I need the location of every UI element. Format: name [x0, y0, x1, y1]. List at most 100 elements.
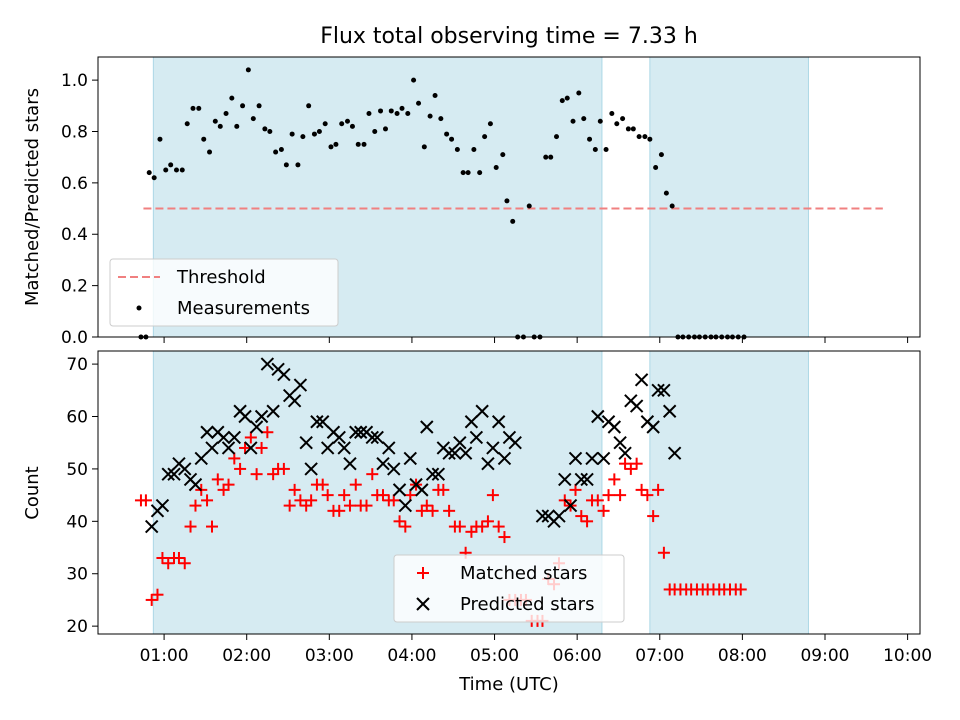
y-tick-label: 70 — [66, 355, 88, 375]
x-tick-label: 03:00 — [305, 646, 354, 666]
predicted-star-point — [481, 456, 495, 471]
matched-star-point — [145, 593, 158, 606]
predicted-star-point — [415, 483, 429, 497]
predicted-star-point — [155, 498, 170, 513]
measurement-point — [663, 190, 669, 196]
measurement-point — [642, 134, 648, 140]
measurement-point — [355, 141, 361, 147]
matched-star-point — [239, 441, 252, 454]
matched-star-point — [399, 520, 412, 533]
measurement-point — [482, 134, 488, 140]
measurement-point — [630, 126, 636, 132]
measurement-point — [554, 134, 560, 140]
matched-star-point — [277, 462, 290, 475]
measurement-point — [493, 164, 499, 170]
matched-star-point — [486, 489, 499, 502]
matched-star-point — [443, 504, 456, 517]
predicted-star-point — [310, 415, 324, 429]
matched-star-point — [377, 489, 390, 502]
measurement-point — [151, 175, 157, 181]
y-tick-label: 0.2 — [61, 277, 88, 297]
y-tick-label: 0.0 — [61, 328, 88, 348]
predicted-star-point — [667, 446, 682, 460]
matched-star-point — [261, 426, 274, 439]
matched-star-point — [288, 483, 301, 496]
bottom-x-axis: 01:00 02:00 03:00 04:00 05:00 06:00 07:00 08:00… — [140, 634, 932, 666]
measurement-point — [234, 123, 240, 129]
y-tick-label: 0.4 — [61, 225, 88, 245]
legend-threshold-label: Threshold — [176, 267, 266, 288]
measurement-point — [487, 121, 493, 127]
matched-star-point — [420, 499, 433, 512]
x-tick-label: 02:00 — [222, 646, 271, 666]
predicted-star-point — [304, 462, 318, 476]
measurement-point — [500, 152, 506, 158]
predicted-star-point — [216, 430, 231, 445]
measurement-point — [653, 164, 659, 170]
predicted-star-point — [651, 383, 665, 398]
matched-star-point — [294, 494, 307, 507]
matched-star-point — [250, 468, 263, 481]
top-legend: Threshold Measurements — [109, 258, 339, 327]
matched-star-point — [652, 483, 665, 496]
predicted-star-point — [508, 436, 522, 450]
matched-star-point — [244, 431, 257, 444]
predicted-star-point — [634, 373, 649, 387]
measurement-point — [592, 146, 598, 152]
matched-star-point — [734, 583, 747, 596]
measurement-point — [416, 100, 422, 106]
measurement-point — [283, 162, 289, 168]
measurement-point — [614, 121, 620, 127]
top-y-axis-label: Matched/Predicted stars — [22, 88, 43, 306]
measurement-point — [157, 136, 163, 142]
matched-star-point — [476, 520, 489, 533]
measurement-point — [273, 149, 279, 155]
measurement-point — [432, 93, 438, 99]
matched-star-point — [360, 499, 373, 512]
predicted-star-point — [613, 436, 627, 450]
predicted-star-point — [535, 509, 550, 523]
predicted-star-point — [320, 441, 335, 455]
measurement-point — [444, 131, 450, 137]
predicted-star-point — [227, 430, 242, 445]
measurement-point — [477, 170, 483, 176]
x-tick-label: 07:00 — [635, 646, 684, 666]
predicted-star-point — [580, 472, 594, 487]
matched-star-point — [641, 489, 654, 502]
measurement-point — [173, 167, 179, 173]
predicted-star-point — [591, 409, 605, 424]
matched-star-point — [635, 483, 648, 496]
measurement-point — [316, 128, 322, 134]
matched-star-point — [139, 494, 152, 507]
measurement-point — [201, 136, 207, 142]
matched-star-point — [591, 494, 604, 507]
measurement-point — [636, 134, 642, 140]
predicted-star-point — [365, 430, 379, 445]
measurement-point — [581, 116, 587, 122]
legend-measurements-swatch — [136, 305, 142, 311]
matched-star-point — [156, 552, 169, 565]
matched-star-point — [581, 515, 594, 528]
matched-star-point — [453, 520, 466, 533]
predicted-star-point — [563, 498, 578, 513]
predicted-star-point — [337, 441, 351, 455]
top-y-axis: 0.0 0.2 0.4 0.6 0.8 1.0 — [61, 71, 98, 348]
predicted-star-point — [662, 404, 677, 418]
measurement-point — [504, 198, 510, 204]
measurement-point — [471, 146, 477, 152]
measurement-point — [184, 121, 190, 127]
predicted-star-point — [453, 436, 467, 450]
y-tick-label: 20 — [66, 617, 88, 637]
measurement-point — [647, 136, 653, 142]
measurement-point — [240, 103, 246, 109]
matched-star-point — [283, 499, 296, 512]
measurement-point — [306, 103, 312, 109]
measurement-point — [454, 146, 460, 152]
predicted-star-point — [558, 472, 572, 487]
measurement-point — [382, 126, 388, 132]
matched-star-point — [608, 473, 621, 486]
matched-star-point — [426, 504, 439, 517]
x-tick-label: 05:00 — [470, 646, 519, 666]
measurement-point — [311, 131, 317, 137]
measurement-point — [361, 141, 367, 147]
